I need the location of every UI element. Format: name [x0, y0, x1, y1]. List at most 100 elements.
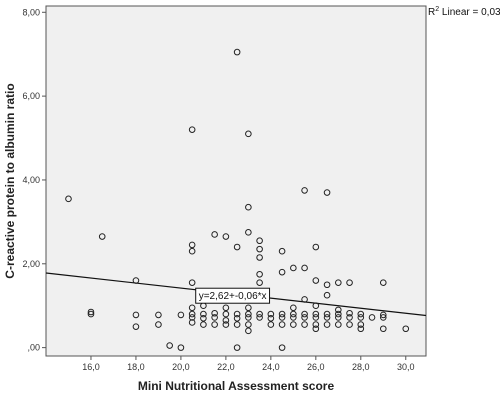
data-point	[211, 309, 218, 317]
data-point	[335, 321, 342, 328]
data-point	[323, 189, 331, 196]
data-point	[379, 314, 387, 321]
data-point	[233, 243, 241, 251]
data-point	[256, 254, 263, 261]
data-point	[245, 314, 252, 321]
x-tick-label: 18,0	[127, 362, 145, 372]
equation-text: y=2,62+-0,06*x	[199, 291, 267, 302]
data-point	[233, 48, 241, 56]
data-point	[357, 310, 365, 318]
data-point	[346, 279, 353, 286]
data-point	[278, 321, 286, 328]
data-point	[256, 310, 263, 318]
data-point	[188, 310, 196, 318]
data-point	[301, 314, 308, 321]
data-point	[402, 325, 410, 333]
data-point	[335, 306, 342, 314]
y-tick-label: 6,00	[22, 91, 40, 101]
data-point	[290, 304, 297, 312]
data-point	[335, 279, 342, 286]
data-point	[188, 304, 196, 312]
r2-label: R2 Linear = 0,035	[428, 6, 500, 18]
data-point	[233, 314, 241, 322]
data-point	[256, 237, 263, 245]
data-point	[335, 310, 342, 318]
data-point	[323, 281, 331, 289]
data-point	[222, 310, 230, 318]
x-ticks: 16,0 18,0 20,0 22,0 24,0 26,0 28,0 30,0	[82, 356, 415, 372]
x-tick-label: 20,0	[172, 362, 190, 372]
data-point	[245, 310, 252, 318]
data-point	[301, 296, 308, 303]
data-point	[177, 344, 185, 351]
data-point	[211, 321, 218, 328]
data-point	[312, 314, 320, 321]
r2-label-main: R	[428, 7, 435, 18]
x-axis-title: Mini Nutritional Assessment score	[138, 379, 335, 393]
data-point	[278, 268, 286, 276]
data-point	[379, 325, 387, 333]
data-point	[301, 321, 308, 328]
data-point	[278, 314, 286, 321]
data-point	[323, 321, 331, 328]
data-point	[245, 130, 252, 138]
data-point	[256, 279, 263, 286]
data-point	[200, 321, 207, 328]
data-point	[278, 310, 286, 318]
r2-label-sup: 2	[435, 6, 439, 13]
data-point	[357, 314, 365, 321]
data-point	[312, 277, 320, 284]
data-point	[200, 314, 207, 322]
data-points	[65, 48, 410, 351]
data-point	[166, 342, 173, 349]
data-point	[132, 277, 140, 284]
data-point	[301, 310, 308, 318]
data-point	[290, 264, 297, 272]
data-point	[188, 279, 196, 286]
x-tick-label: 16,0	[82, 362, 100, 372]
y-tick-label: 8,00	[22, 7, 40, 17]
data-point	[312, 243, 320, 251]
data-point	[278, 247, 286, 255]
data-point	[357, 321, 365, 328]
data-point	[65, 195, 72, 203]
data-point	[233, 321, 241, 328]
y-tick-label: ,00	[27, 343, 40, 353]
data-point	[245, 304, 252, 312]
data-point	[312, 321, 320, 328]
data-point	[155, 311, 162, 319]
data-point	[211, 314, 218, 321]
data-point	[155, 321, 162, 328]
data-point	[222, 321, 230, 328]
x-tick-label: 24,0	[262, 362, 280, 372]
data-point	[278, 344, 286, 351]
y-ticks: ,00 2,00 4,00 6,00 8,00	[22, 7, 46, 353]
x-tick-label: 22,0	[217, 362, 235, 372]
data-point	[379, 279, 387, 286]
data-point	[211, 231, 218, 238]
data-point	[177, 311, 185, 319]
y-tick-label: 2,00	[22, 259, 40, 269]
data-point	[256, 270, 263, 278]
data-point	[323, 310, 331, 318]
data-point	[245, 203, 252, 211]
data-point	[132, 323, 140, 330]
data-point	[256, 245, 263, 253]
data-point	[188, 247, 196, 255]
data-point	[267, 321, 275, 328]
data-point	[346, 309, 353, 317]
data-point	[357, 325, 365, 333]
data-point	[323, 291, 331, 299]
x-tick-label: 26,0	[307, 362, 325, 372]
data-point	[290, 310, 297, 318]
data-point	[290, 321, 297, 328]
data-point	[256, 314, 263, 321]
data-point	[379, 311, 387, 319]
y-tick-label: 4,00	[22, 175, 40, 185]
y-axis-title: C-reactive protein to albumin ratio	[3, 83, 17, 278]
data-point	[335, 314, 342, 321]
data-point	[222, 233, 230, 240]
data-point	[346, 314, 353, 321]
data-point	[188, 319, 196, 326]
